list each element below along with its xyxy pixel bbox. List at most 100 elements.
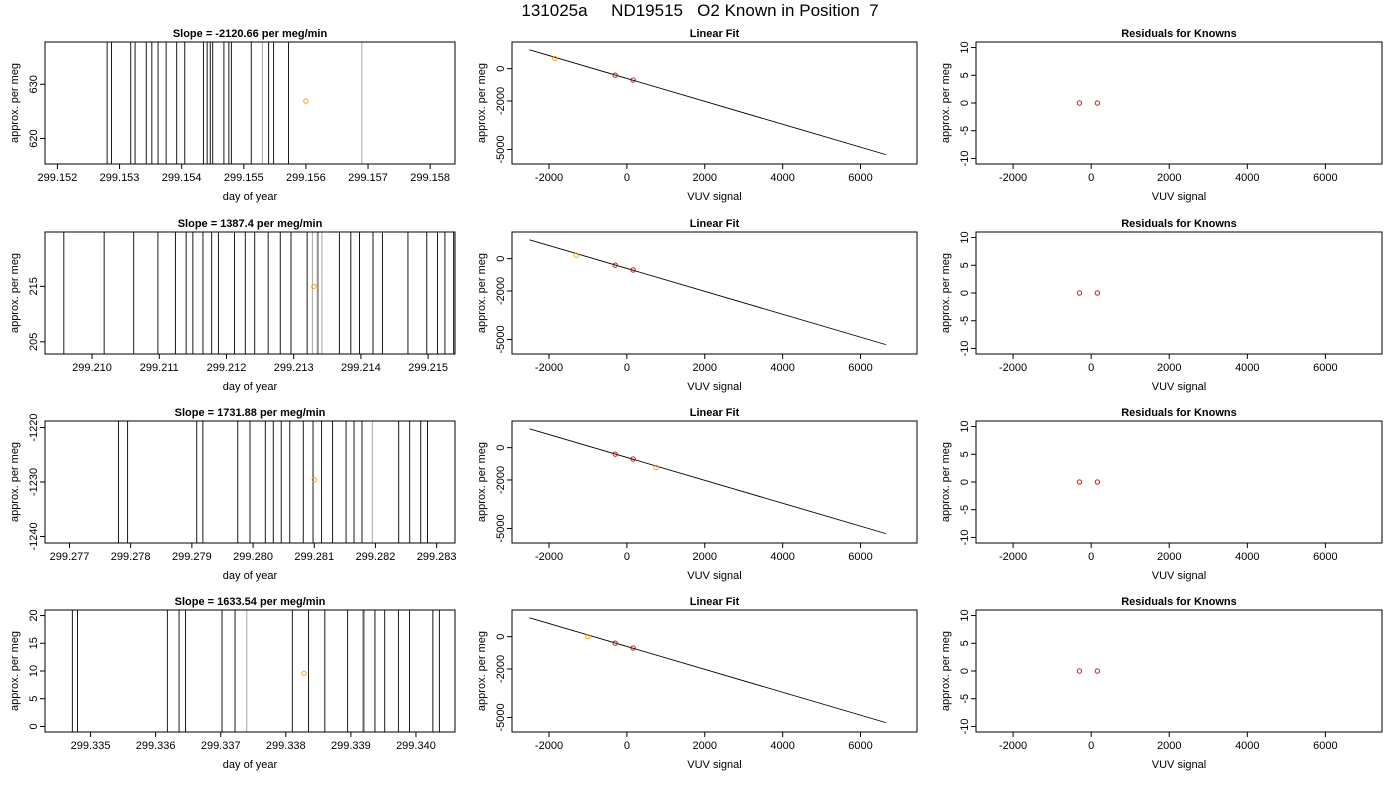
plot-frame [44, 609, 456, 733]
y-tick-label: 0 [959, 479, 971, 485]
panel-time-series: Slope = 1633.54 per meg/min 299.335 299.33… [9, 596, 456, 771]
panel-time-series: Slope = 1387.4 per meg/min 299.210 299.211… [9, 218, 456, 393]
panel-title: Slope = 1633.54 per meg/min [175, 596, 326, 608]
panel-time-series: Slope = -2120.66 per meg/min 299.152 299.1… [9, 28, 456, 203]
y-tick-label: 10 [959, 231, 971, 243]
y-tick-label: 630 [28, 75, 40, 93]
y-axis-label: approx. per meg [940, 442, 952, 522]
x-axis-label: VUV signal [1152, 759, 1206, 771]
panel-title: Slope = 1731.88 per meg/min [175, 407, 326, 419]
x-tick-label: -2000 [999, 740, 1027, 752]
x-tick-label: 0 [1088, 172, 1094, 184]
y-tick-label: -5000 [495, 514, 507, 542]
x-axis-label: VUV signal [687, 570, 741, 582]
x-tick-label: 6000 [848, 740, 872, 752]
y-tick-label: 10 [28, 665, 40, 677]
panel-title: Residuals for Knowns [1121, 596, 1237, 608]
y-tick-label: 0 [959, 100, 971, 106]
x-tick-label: 4000 [1235, 172, 1259, 184]
plot-frame [511, 420, 918, 544]
y-tick-label: -1230 [28, 468, 40, 496]
y-tick-label: 620 [28, 129, 40, 147]
y-tick-label: -5 [959, 694, 971, 704]
standard-point [630, 645, 636, 651]
x-tick-label: 299.211 [140, 362, 179, 374]
residual-point [1094, 668, 1101, 674]
panel-linear-fit: Linear Fit -2000 0 2000 4000 6000 0 -2000 -5000 V… [476, 28, 918, 203]
y-tick-label: 20 [28, 609, 40, 621]
x-tick-label: 299.278 [111, 551, 151, 563]
y-tick-label: -5 [959, 505, 971, 515]
x-axis-label: VUV signal [687, 759, 741, 771]
y-axis-label: approx. per meg [476, 253, 488, 333]
y-tick-label: 5 [959, 72, 971, 78]
x-tick-label: 0 [624, 551, 630, 563]
known-point [311, 283, 317, 289]
x-tick-label: 299.153 [100, 172, 140, 184]
x-tick-label: 299.335 [71, 740, 111, 752]
x-tick-label: 299.336 [136, 740, 176, 752]
y-axis-label: approx. per meg [9, 253, 21, 333]
x-tick-label: 2000 [693, 740, 717, 752]
standard-point [612, 451, 618, 457]
x-tick-label: 2000 [693, 172, 717, 184]
y-tick-label: 0 [495, 445, 507, 451]
x-tick-label: 0 [624, 172, 630, 184]
plot-frame [511, 609, 918, 733]
x-tick-label: 0 [1088, 362, 1094, 374]
x-tick-label: 4000 [1235, 740, 1259, 752]
y-tick-label: 205 [28, 333, 40, 351]
y-tick-label: 0 [495, 634, 507, 640]
y-tick-label: -10 [959, 530, 971, 546]
plot-frame [511, 41, 918, 165]
panel-residuals: Residuals for Knowns -2000 0 2000 4000 6000 -1… [940, 407, 1383, 582]
plot-frame [44, 231, 456, 355]
x-tick-label: 299.283 [417, 551, 457, 563]
x-tick-label: 299.282 [356, 551, 396, 563]
known-point [653, 464, 659, 471]
x-tick-label: 6000 [1313, 362, 1337, 374]
plot-frame [975, 420, 1383, 544]
x-tick-label: 2000 [693, 551, 717, 563]
x-tick-label: 299.337 [201, 740, 241, 752]
fit-line [529, 428, 886, 535]
panel-title: Residuals for Knowns [1121, 218, 1237, 230]
x-axis-label: day of year [223, 381, 278, 393]
x-tick-label: 299.215 [408, 362, 448, 374]
panel-title: Slope = 1387.4 per meg/min [178, 218, 323, 230]
panel-residuals: Residuals for Knowns -2000 0 2000 4000 6000 -1… [940, 596, 1383, 771]
x-tick-label: 4000 [770, 551, 794, 563]
plot-frame [511, 231, 918, 355]
x-tick-label: 0 [1088, 740, 1094, 752]
y-tick-label: -1240 [28, 522, 40, 550]
x-axis-label: VUV signal [1152, 570, 1206, 582]
y-axis-label: approx. per meg [476, 63, 488, 143]
x-tick-label: -2000 [535, 740, 563, 752]
standard-point [612, 640, 618, 646]
known-point [552, 55, 558, 62]
y-tick-label: -5000 [495, 325, 507, 353]
x-tick-label: 299.338 [266, 740, 306, 752]
y-tick-label: 10 [959, 609, 971, 621]
x-tick-label: 4000 [770, 362, 794, 374]
y-tick-label: 10 [959, 41, 971, 53]
x-tick-label: 6000 [848, 172, 872, 184]
residual-point [1094, 290, 1101, 296]
x-tick-label: 299.154 [162, 172, 202, 184]
x-tick-label: -2000 [999, 172, 1027, 184]
x-tick-label: 4000 [1235, 362, 1259, 374]
x-axis-label: VUV signal [1152, 191, 1206, 203]
residual-point [1076, 290, 1083, 296]
x-tick-label: 4000 [1235, 551, 1259, 563]
y-axis-label: approx. per meg [476, 631, 488, 711]
panel-title: Linear Fit [690, 407, 740, 419]
y-axis-label: approx. per meg [940, 63, 952, 143]
y-axis-label: approx. per meg [940, 253, 952, 333]
panel-residuals: Residuals for Knowns -2000 0 2000 4000 6000 -1… [940, 28, 1383, 203]
x-tick-label: -2000 [999, 362, 1027, 374]
panel-title: Slope = -2120.66 per meg/min [173, 28, 328, 40]
x-tick-label: 4000 [770, 740, 794, 752]
y-tick-label: -2000 [495, 87, 507, 115]
standard-point [612, 72, 618, 78]
plot-frame [44, 41, 456, 165]
